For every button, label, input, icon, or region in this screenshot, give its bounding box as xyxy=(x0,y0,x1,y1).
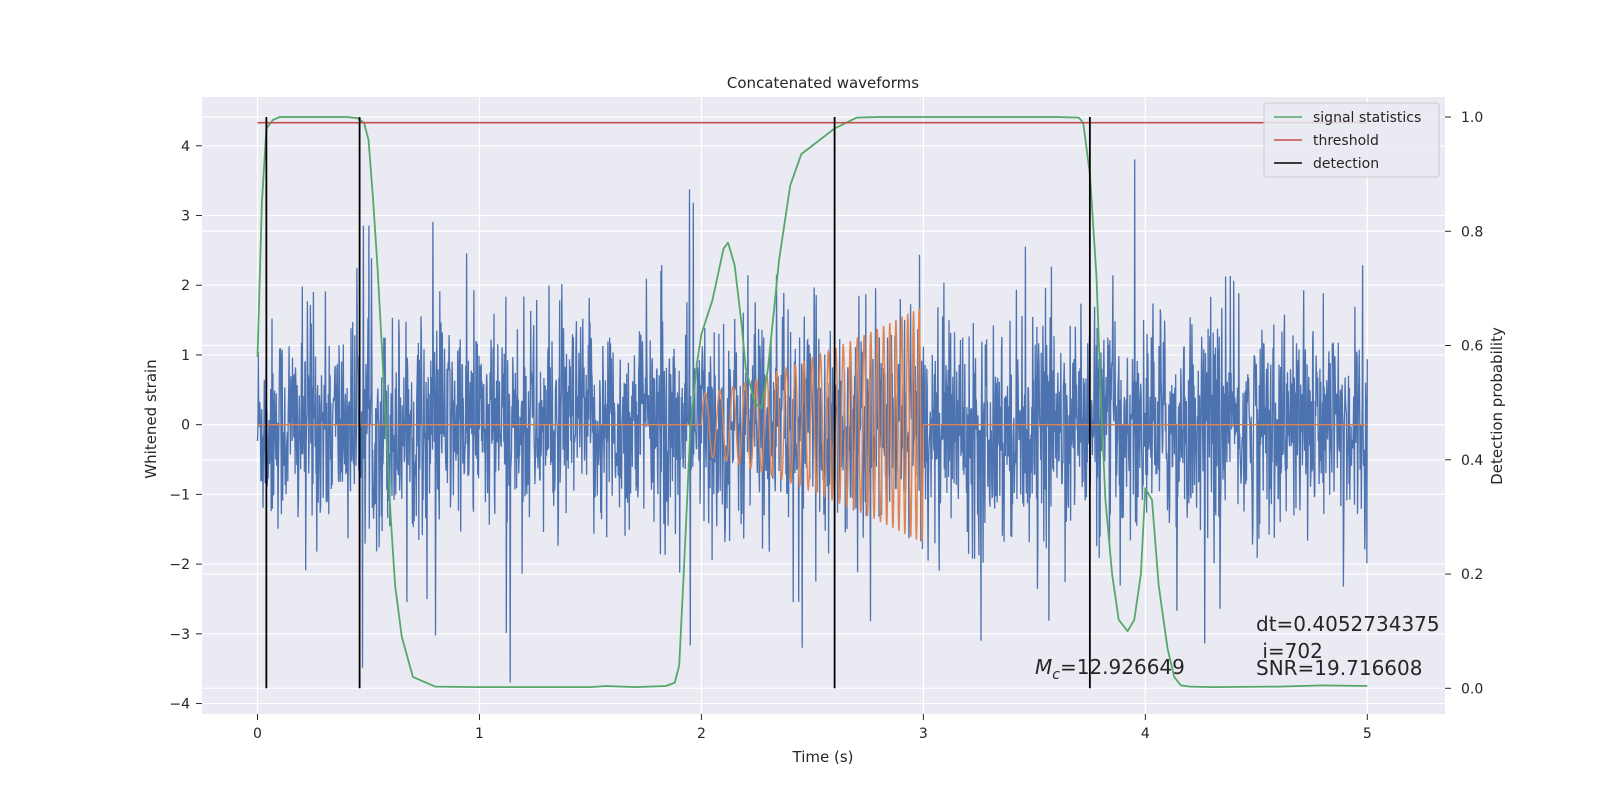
annotations: Mc=12.926649 dt=0.4052734375 i=702 SNR=1… xyxy=(1035,612,1440,683)
legend: signal statistics threshold detection xyxy=(1263,102,1440,178)
signal-statistics-series xyxy=(256,116,1368,688)
legend-label-threshold: threshold xyxy=(1313,133,1379,149)
x-tick-label: 1 xyxy=(475,726,484,742)
y-tick-label: 0 xyxy=(181,418,190,434)
noise-series xyxy=(256,159,1368,683)
x-tick-label: 4 xyxy=(1141,726,1150,742)
y-tick-label: 2 xyxy=(181,278,190,294)
chart-title: Concatenated waveforms xyxy=(727,74,919,92)
y2-axis-ticks: 0.0 0.2 0.4 0.6 0.8 1.0 xyxy=(1445,110,1483,697)
y-tick-label: 3 xyxy=(181,209,190,225)
y2-tick-label: 0.2 xyxy=(1461,567,1483,583)
x-axis-title: Time (s) xyxy=(792,748,854,766)
annotation-mc: Mc=12.926649 xyxy=(1035,655,1185,683)
y2-tick-label: 0.4 xyxy=(1461,453,1483,469)
y-tick-label: −4 xyxy=(169,697,190,713)
legend-box xyxy=(1263,102,1440,178)
y-tick-label: −3 xyxy=(169,627,190,643)
y2-tick-label: 0.6 xyxy=(1461,339,1483,355)
noise-line xyxy=(256,159,1368,683)
template-series xyxy=(257,308,1368,543)
legend-label-signal-statistics: signal statistics xyxy=(1313,110,1421,126)
annotation-snr: SNR=19.716608 xyxy=(1256,656,1422,680)
y2-tick-label: 1.0 xyxy=(1461,110,1483,126)
y-axis-ticks: −4 −3 −2 −1 0 1 2 3 4 xyxy=(169,139,202,713)
x-tick-label: 0 xyxy=(253,726,262,742)
annotation-i: i=702 xyxy=(1256,639,1323,663)
y-tick-label: −1 xyxy=(169,487,190,503)
grid xyxy=(202,97,1445,714)
signal-statistics-line xyxy=(256,116,1368,688)
y-axis-title: Whitened strain xyxy=(142,359,160,478)
y-tick-label: 1 xyxy=(181,348,190,364)
x-tick-label: 5 xyxy=(1363,726,1372,742)
detection-lines xyxy=(265,116,1091,689)
annotation-mc-sub: c xyxy=(1052,667,1060,683)
annotation-mc-value: =12.926649 xyxy=(1060,655,1185,679)
annotation-dt: dt=0.4052734375 xyxy=(1256,612,1440,636)
x-axis-ticks: 0 1 2 3 4 5 xyxy=(253,714,1372,742)
y-tick-label: −2 xyxy=(169,557,190,573)
x-tick-label: 3 xyxy=(919,726,928,742)
y2-axis-title: Detection probability xyxy=(1488,327,1506,485)
annotation-mc-prefix: M xyxy=(1035,655,1052,679)
x-tick-label: 2 xyxy=(697,726,706,742)
y2-tick-label: 0.0 xyxy=(1461,681,1483,697)
legend-label-detection: detection xyxy=(1313,156,1379,172)
template-line xyxy=(257,308,1368,543)
y-tick-label: 4 xyxy=(181,139,190,155)
y2-tick-label: 0.8 xyxy=(1461,224,1483,240)
